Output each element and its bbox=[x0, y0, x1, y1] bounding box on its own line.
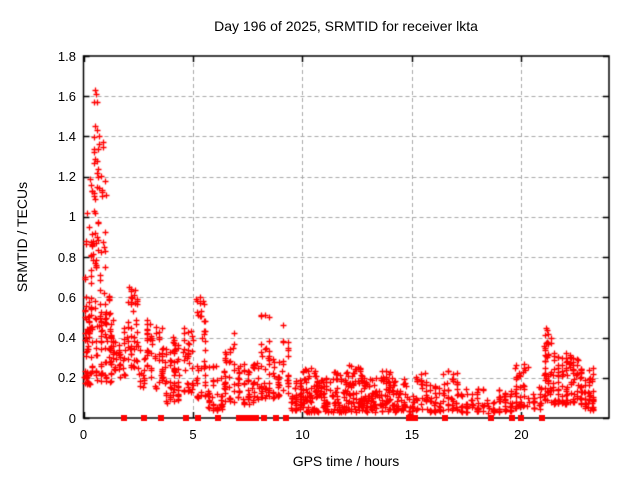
y-tick-label: 0 bbox=[68, 410, 76, 426]
y-tick-label: 1 bbox=[68, 209, 76, 225]
y-tick-label: 1.6 bbox=[57, 88, 76, 104]
x-tick-label: 15 bbox=[404, 427, 420, 442]
y-tick-label: 0.2 bbox=[57, 370, 76, 386]
chart-title: Day 196 of 2025, SRMTID for receiver lkt… bbox=[214, 18, 478, 34]
y-tick-label: 1.4 bbox=[57, 128, 76, 144]
x-tick-label: 0 bbox=[79, 427, 88, 442]
y-tick-label: 1.2 bbox=[57, 169, 76, 185]
y-axis-label: SRMTID / TECUs bbox=[14, 181, 30, 293]
x-tick-label: 20 bbox=[514, 427, 529, 442]
x-tick-label: 5 bbox=[189, 427, 197, 442]
x-axis-label: GPS time / hours bbox=[292, 453, 400, 469]
y-tick-label: 0.8 bbox=[57, 249, 76, 265]
y-tick-label: 0.6 bbox=[57, 289, 76, 305]
x-tick-label: 10 bbox=[295, 427, 310, 442]
y-tick-label: 1.8 bbox=[57, 48, 76, 64]
y-tick-label: 0.4 bbox=[57, 330, 76, 346]
